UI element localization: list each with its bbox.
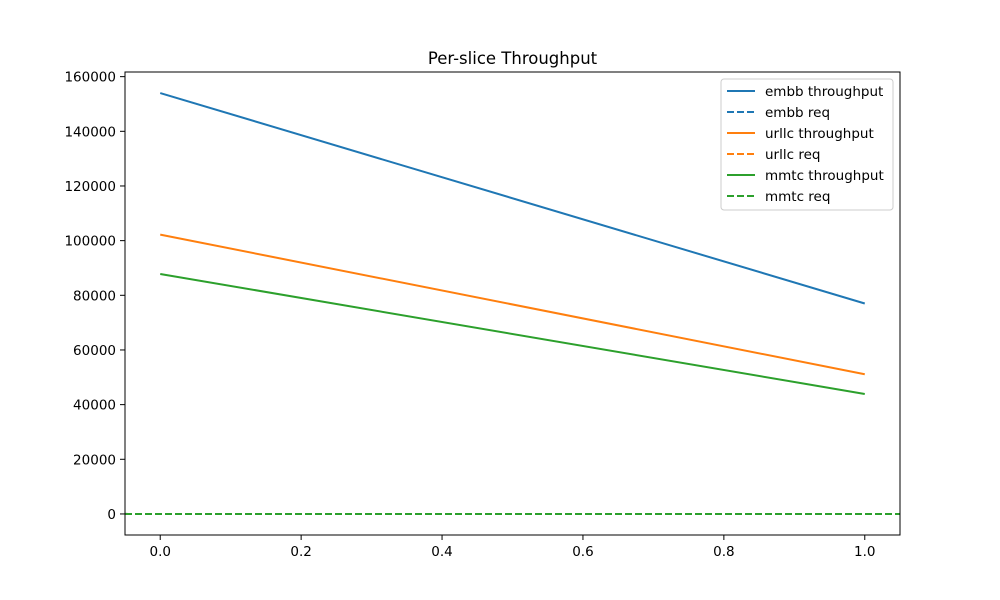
plot-frame xyxy=(124,71,901,536)
legend-label: urllc throughput xyxy=(765,126,874,142)
y-tick-label: 160000 xyxy=(64,70,116,86)
y-tick-label: 100000 xyxy=(64,234,116,250)
x-tick-label: 0.4 xyxy=(431,544,452,560)
x-axis: 0.0 0.2 0.4 0.6 0.8 1.0 xyxy=(149,535,876,560)
legend-label: urllc req xyxy=(765,147,820,163)
legend-label: mmtc req xyxy=(765,189,830,205)
x-tick-label: 0.6 xyxy=(572,544,593,560)
y-tick-label: 20000 xyxy=(73,452,116,468)
y-tick-label: 0 xyxy=(107,507,116,523)
y-tick-label: 40000 xyxy=(73,398,116,414)
series-line-urllc-throughput xyxy=(160,233,865,376)
y-tick-label: 80000 xyxy=(73,288,116,304)
series-line-mmtc-throughput xyxy=(160,272,865,395)
y-tick-label: 140000 xyxy=(64,124,116,140)
x-tick-label: 0.0 xyxy=(149,544,170,560)
y-tick-label: 60000 xyxy=(73,343,116,359)
legend-label: mmtc throughput xyxy=(765,168,884,184)
legend-label: embb req xyxy=(765,105,830,121)
x-tick-label: 1.0 xyxy=(854,544,875,560)
chart-title: Per-slice Throughput xyxy=(428,49,598,68)
series-line-embb-throughput xyxy=(159,92,866,305)
legend-box xyxy=(720,78,894,211)
y-axis: 0 20000 40000 60000 80000 100000 120000 140000 1… xyxy=(64,70,125,523)
legend: embb throughput embb req urllc throughput u… xyxy=(720,78,894,211)
x-tick-label: 0.2 xyxy=(290,544,311,560)
y-tick-label: 120000 xyxy=(64,179,116,195)
legend-label: embb throughput xyxy=(765,84,883,100)
x-tick-label: 0.8 xyxy=(713,544,734,560)
series-layer xyxy=(125,92,900,515)
